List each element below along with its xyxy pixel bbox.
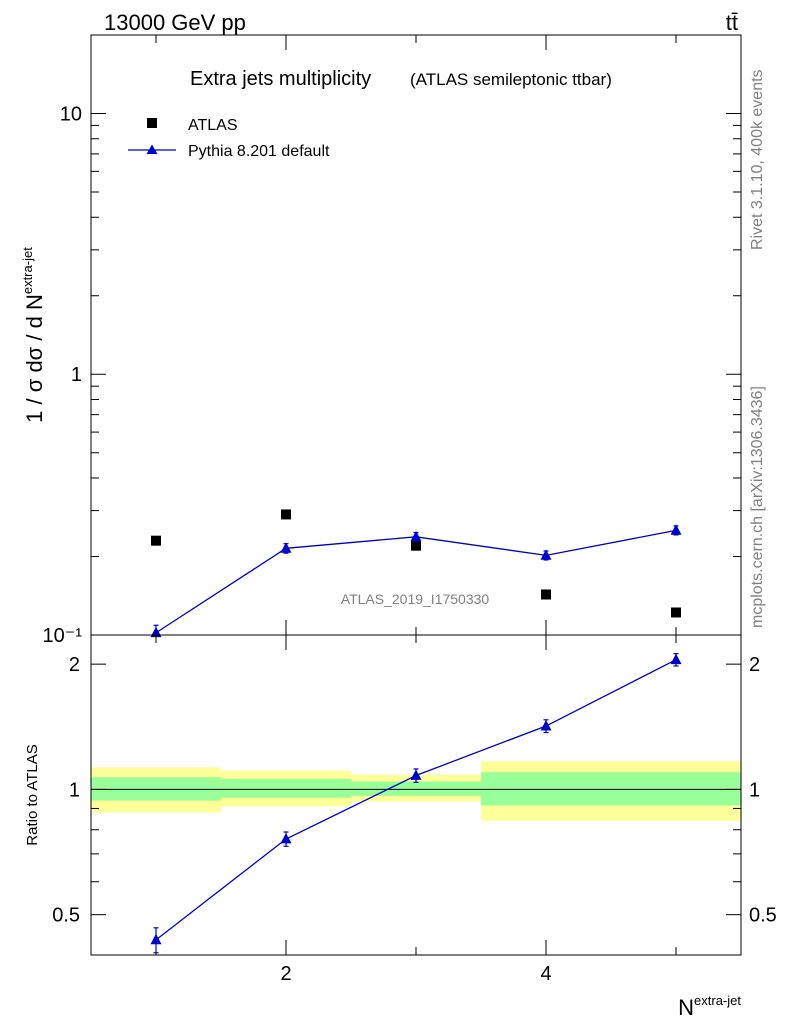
- legend-label-atlas: ATLAS: [188, 117, 238, 134]
- ratio-frame: [90, 634, 742, 956]
- ratio-pythia-point: [280, 832, 292, 844]
- y-axis-label: 1 / σ dσ / d Nextra-jet: [20, 247, 47, 423]
- main-plot-marks: [150, 509, 682, 638]
- ratio-uncertainty-bands: [91, 761, 741, 821]
- main-title: Extra jets multiplicity: [190, 68, 371, 90]
- atlas-data-point: [671, 607, 681, 618]
- ratio-pythia-point: [670, 653, 682, 665]
- x-axis-label-sup: extra-jet: [694, 993, 741, 1008]
- atlas-data-point: [541, 589, 551, 600]
- ratio-y-tick-label-left: 0.5: [52, 905, 80, 927]
- ratio-band-inner: [351, 781, 481, 796]
- legend-marker-pythia: [146, 144, 158, 154]
- ratio-y-tick-label-right: 0.5: [749, 905, 777, 927]
- ratio-panel: 0.5 0.5 1 1 2 2 2 4 Ratio to ATLAS Nextra-jet: [24, 634, 777, 1020]
- main-panel: 10⁻¹ 1 10 Extra jets multiplicity (ATLAS s…: [20, 34, 742, 647]
- atlas-data-point: [151, 535, 161, 546]
- legend: ATLAS Pythia 8.201 default: [128, 117, 330, 160]
- ratio-pythia-point: [410, 769, 422, 780]
- legend-label-pythia: Pythia 8.201 default: [188, 143, 330, 160]
- y-tick-label: 10⁻¹: [43, 625, 83, 647]
- ratio-y-tick-label-right: 1: [749, 779, 760, 801]
- ratio-y-tick-label-right: 2: [749, 654, 760, 676]
- analysis-watermark: ATLAS_2019_I1750330: [341, 591, 490, 607]
- x-tick-label: 2: [280, 963, 291, 985]
- y-tick-label: 1: [71, 364, 82, 386]
- y-axis-label-main: 1 / σ dσ / d N: [22, 294, 47, 423]
- ratio-band-inner: [481, 772, 741, 806]
- ratio-pythia-point: [150, 933, 162, 945]
- y-tick-label: 10: [60, 103, 82, 125]
- process-label: tt̄: [726, 10, 738, 35]
- pythia-point: [410, 530, 422, 542]
- main-subtitle: (ATLAS semileptonic ttbar): [410, 70, 612, 89]
- pythia-point: [280, 542, 292, 553]
- x-tick-label: 4: [540, 963, 551, 985]
- pythia-point: [670, 524, 682, 535]
- ratio-band-inner: [91, 777, 221, 801]
- ratio-y-axis-label: Ratio to ATLAS: [24, 744, 41, 845]
- energy-label: 13000 GeV pp: [104, 10, 246, 35]
- legend-marker-atlas: [147, 118, 157, 128]
- y-axis-label-sup: extra-jet: [20, 247, 35, 294]
- rivet-label: Rivet 3.1.10, 400k events: [749, 69, 766, 250]
- ratio-pythia-point: [540, 719, 552, 731]
- pythia-point: [540, 549, 552, 560]
- x-axis-label-main: N: [678, 995, 694, 1020]
- ratio-y-tick-label-left: 1: [69, 779, 80, 801]
- ratio-band-inner: [221, 778, 351, 798]
- ratio-axis-ticks: 0.5 0.5 1 1 2 2 2 4: [52, 635, 777, 985]
- atlas-data-point: [281, 509, 291, 520]
- source-label: mcplots.cern.ch [arXiv:1306.3436]: [749, 386, 766, 628]
- x-axis-label: Nextra-jet: [678, 993, 741, 1020]
- ratio-y-tick-label-left: 2: [69, 654, 80, 676]
- ratio-plot-marks: [150, 653, 682, 954]
- atlas-data-point: [411, 540, 421, 551]
